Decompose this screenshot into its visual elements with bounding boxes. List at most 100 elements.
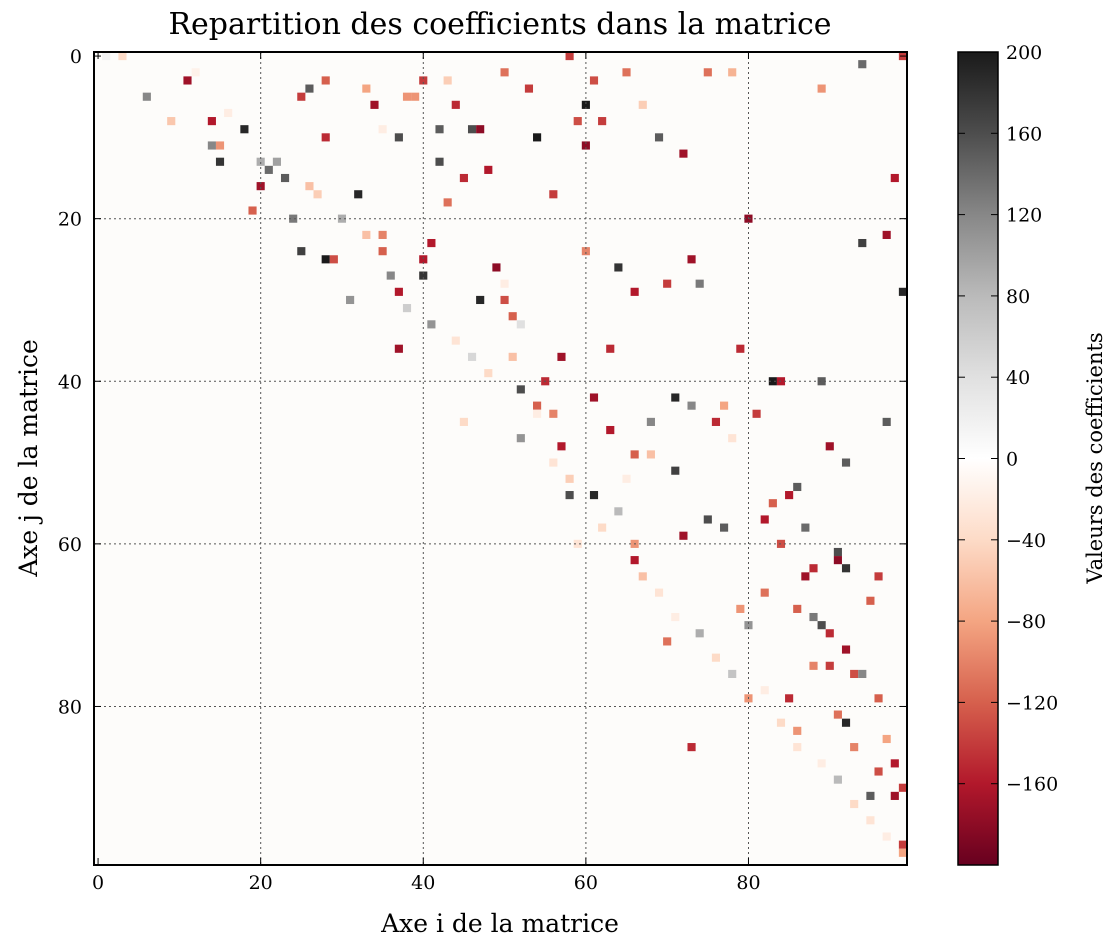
matrix-cell	[378, 247, 387, 256]
matrix-cell	[663, 637, 672, 646]
matrix-cell	[459, 173, 468, 183]
y-tick-label: 60	[58, 534, 82, 556]
matrix-cell	[451, 100, 460, 109]
matrix-cell	[671, 466, 680, 475]
matrix-cell	[760, 515, 769, 524]
matrix-cell	[215, 141, 225, 150]
matrix-cell	[118, 52, 127, 61]
matrix-cell	[443, 76, 452, 85]
colorbar-tick-label: 80	[1006, 286, 1030, 308]
grid-lines	[94, 52, 907, 865]
matrix-cell	[793, 482, 802, 492]
matrix-cell	[801, 523, 810, 532]
matrix-cell	[736, 344, 745, 353]
matrix-cell	[549, 190, 558, 199]
matrix-cell	[321, 76, 330, 85]
matrix-cell	[329, 255, 338, 264]
matrix-cell	[516, 434, 525, 443]
matrix-cell	[638, 100, 647, 109]
matrix-cell	[589, 393, 599, 402]
matrix-cell	[728, 669, 737, 679]
plot-background	[94, 52, 907, 865]
matrix-cell	[785, 491, 794, 500]
matrix-cell	[565, 491, 574, 500]
matrix-cell	[191, 68, 200, 77]
matrix-cell	[850, 799, 859, 809]
y-axis-ticks: 0 20 40 60 80	[58, 46, 907, 718]
matrix-cell	[354, 190, 363, 199]
matrix-cell	[435, 157, 444, 166]
matrix-cell	[671, 612, 680, 622]
matrix-cell	[630, 287, 639, 296]
matrix-cell	[394, 344, 403, 353]
matrix-cell	[272, 157, 281, 166]
matrix-cell	[207, 141, 216, 150]
matrix-cell	[776, 718, 786, 727]
matrix-cell	[801, 572, 810, 581]
matrix-cell	[573, 539, 582, 548]
matrix-cell	[858, 238, 867, 248]
matrix-cell	[533, 401, 542, 410]
matrix-cell	[313, 190, 322, 199]
matrix-cell	[581, 247, 590, 256]
matrix-cell	[711, 653, 721, 662]
matrix-cell	[809, 612, 818, 622]
colorbar-tick-label: 120	[1006, 205, 1042, 227]
matrix-cell	[402, 304, 412, 313]
matrix-cell	[752, 409, 761, 418]
matrix-cell	[809, 661, 818, 670]
matrix-cell	[443, 198, 452, 207]
matrix-cell	[833, 775, 842, 784]
matrix-cell	[663, 279, 672, 288]
matrix-cell	[598, 523, 607, 532]
matrix-cells	[102, 52, 907, 857]
matrix-cell	[793, 726, 802, 735]
matrix-cell	[687, 255, 696, 264]
matrix-cell	[378, 125, 387, 134]
matrix-cell	[459, 417, 468, 426]
matrix-cell	[728, 434, 737, 443]
matrix-cell	[484, 369, 493, 378]
matrix-cell	[402, 92, 412, 101]
matrix-cell	[874, 572, 883, 581]
matrix-cell	[451, 336, 460, 345]
matrix-cell	[305, 84, 314, 93]
matrix-cell	[337, 214, 347, 223]
matrix-cell	[467, 125, 477, 134]
matrix-cell	[793, 743, 802, 752]
matrix-cell	[500, 68, 509, 77]
matrix-cell	[882, 832, 891, 841]
matrix-cell	[533, 133, 542, 142]
matrix-cell	[378, 230, 387, 239]
matrix-cell	[679, 531, 688, 540]
matrix-cell	[809, 564, 818, 573]
matrix-cell	[890, 173, 899, 183]
matrix-cell	[321, 133, 330, 142]
matrix-cell	[825, 661, 834, 670]
matrix-cell	[142, 92, 151, 101]
matrix-cell	[703, 515, 712, 524]
matrix-cell	[606, 344, 615, 353]
matrix-cell	[833, 556, 842, 565]
matrix-cell	[711, 417, 721, 426]
x-tick-label: 60	[574, 872, 598, 894]
y-tick-label: 20	[58, 209, 82, 231]
matrix-cell	[102, 52, 111, 61]
matrix-cell	[866, 791, 875, 800]
matrix-cell	[882, 734, 891, 744]
matrix-cell	[183, 76, 192, 85]
matrix-cell	[614, 507, 623, 516]
matrix-cell	[768, 499, 777, 508]
matrix-cell	[898, 848, 907, 857]
x-tick-label: 40	[411, 872, 435, 894]
matrix-cell	[898, 287, 907, 296]
matrix-cell	[224, 108, 233, 118]
matrix-cell	[687, 401, 696, 410]
colorbar-tick-label: 40	[1006, 367, 1030, 389]
matrix-cell	[760, 588, 769, 597]
matrix-cell	[557, 442, 566, 451]
matrix-cell	[898, 840, 907, 849]
matrix-cell	[492, 263, 501, 272]
matrix-cell	[321, 255, 330, 264]
x-tick-label: 20	[249, 872, 273, 894]
